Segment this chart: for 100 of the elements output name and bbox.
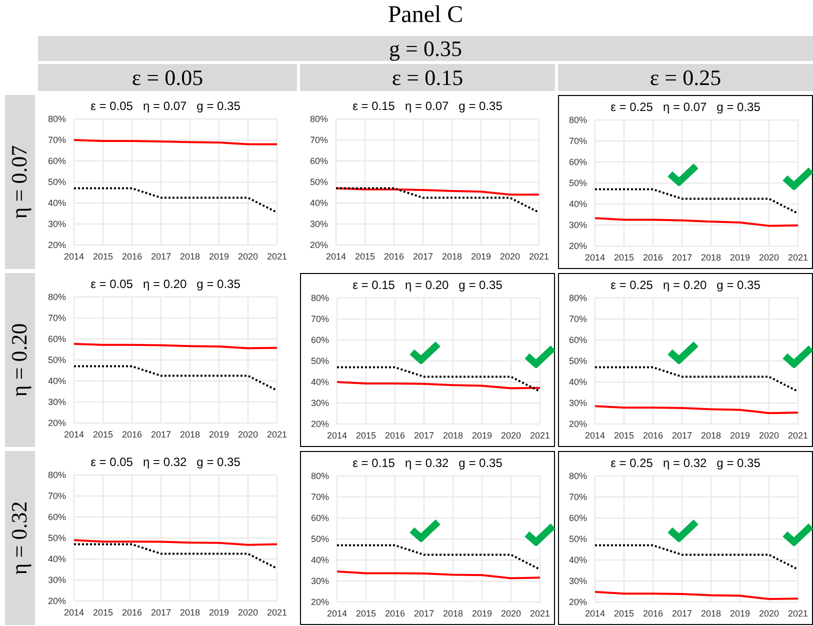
y-tick-label: 20% xyxy=(48,596,66,606)
y-tick-label: 30% xyxy=(48,397,66,408)
x-tick-label: 2014 xyxy=(64,251,84,262)
y-tick-label: 60% xyxy=(48,512,66,522)
y-tick-label: 20% xyxy=(48,240,66,250)
x-tick-label: 2016 xyxy=(384,430,406,440)
y-tick-label: 50% xyxy=(568,178,587,188)
x-tick-label: 2020 xyxy=(500,251,520,262)
y-tick-label: 50% xyxy=(310,534,329,544)
x-tick-label: 2018 xyxy=(700,608,722,618)
x-tick-label: 2014 xyxy=(584,430,606,440)
text: g = 0.35 xyxy=(38,36,813,61)
y-tick-label: 30% xyxy=(48,575,66,586)
x-tick-label: 2014 xyxy=(584,608,606,618)
y-tick-label: 50% xyxy=(310,177,328,188)
chart-title: ε = 0.15 η = 0.20 g = 0.35 xyxy=(352,278,504,292)
x-tick-label: 2019 xyxy=(472,608,492,618)
x-tick-label: 2017 xyxy=(672,430,692,440)
y-tick-label: 20% xyxy=(568,241,587,252)
x-tick-label: 2015 xyxy=(92,429,114,440)
x-tick-label: 2019 xyxy=(208,251,230,262)
text: η = 0.07 xyxy=(7,145,33,219)
y-tick-label: 40% xyxy=(310,198,328,208)
y-tick-label: 80% xyxy=(48,470,66,480)
text: ε = 0.05 xyxy=(38,64,297,91)
x-tick-label: 2017 xyxy=(672,608,692,618)
y-tick-label: 50% xyxy=(48,533,66,544)
y-tick-label: 50% xyxy=(48,177,66,188)
x-tick-label: 2016 xyxy=(384,251,404,262)
y-tick-label: 70% xyxy=(48,491,66,502)
y-tick-label: 40% xyxy=(48,198,66,208)
x-tick-label: 2014 xyxy=(326,251,346,262)
x-tick-label: 2014 xyxy=(584,252,606,262)
x-tick-label: 2015 xyxy=(614,252,634,262)
x-tick-label: 2021 xyxy=(266,429,288,440)
x-tick-label: 2016 xyxy=(642,430,664,440)
x-tick-label: 2019 xyxy=(470,251,492,262)
x-tick-label: 2021 xyxy=(528,251,550,262)
text: ε = 0.25 xyxy=(558,64,813,91)
x-tick-label: 2021 xyxy=(788,252,808,262)
x-tick-label: 2017 xyxy=(150,607,172,618)
x-tick-label: 2017 xyxy=(414,430,434,440)
y-tick-label: 80% xyxy=(48,114,66,124)
y-tick-label: 70% xyxy=(568,314,587,324)
x-tick-label: 2017 xyxy=(412,251,434,262)
y-tick-label: 60% xyxy=(568,335,587,346)
text: η = 0.20 xyxy=(7,323,33,397)
chart-title: ε = 0.25 η = 0.32 g = 0.35 xyxy=(610,456,762,470)
x-tick-label: 2019 xyxy=(730,430,750,440)
x-tick-label: 2014 xyxy=(64,607,84,618)
x-tick-label: 2015 xyxy=(356,608,376,618)
y-tick-label: 60% xyxy=(310,513,329,524)
x-tick-label: 2018 xyxy=(700,252,722,262)
x-tick-label: 2019 xyxy=(472,430,492,440)
y-tick-label: 70% xyxy=(48,135,66,146)
x-tick-label: 2018 xyxy=(180,607,200,618)
y-tick-label: 70% xyxy=(568,136,587,146)
chart-title: ε = 0.15 η = 0.07 g = 0.35 xyxy=(352,99,504,113)
y-tick-label: 40% xyxy=(568,199,587,210)
x-tick-label: 2015 xyxy=(354,251,376,262)
x-tick-label: 2016 xyxy=(642,608,664,618)
y-tick-label: 20% xyxy=(568,419,587,430)
x-tick-label: 2018 xyxy=(442,430,464,440)
x-tick-label: 2017 xyxy=(672,252,692,262)
y-tick-label: 80% xyxy=(310,471,329,482)
line-series xyxy=(337,381,540,390)
y-tick-label: 80% xyxy=(568,293,587,304)
x-tick-label: 2016 xyxy=(122,607,142,618)
x-tick-label: 2014 xyxy=(326,430,348,440)
line-series xyxy=(337,570,540,580)
chart-title: ε = 0.25 η = 0.07 g = 0.35 xyxy=(610,100,762,114)
y-tick-label: 30% xyxy=(310,576,329,586)
x-tick-label: 2021 xyxy=(788,608,808,618)
y-tick-label: 70% xyxy=(310,492,329,502)
x-tick-label: 2015 xyxy=(92,251,114,262)
x-tick-label: 2017 xyxy=(150,251,172,262)
x-tick-label: 2016 xyxy=(122,251,142,262)
y-tick-label: 50% xyxy=(48,355,66,366)
y-tick-label: 40% xyxy=(48,376,66,386)
y-tick-label: 30% xyxy=(568,576,587,586)
x-tick-label: 2015 xyxy=(92,607,114,618)
text: η = 0.32 xyxy=(7,501,33,575)
chart-title: ε = 0.15 η = 0.32 g = 0.35 xyxy=(352,456,504,470)
y-tick-label: 70% xyxy=(568,492,587,502)
line-series xyxy=(595,405,798,414)
y-tick-label: 20% xyxy=(310,240,328,250)
chart-title: ε = 0.25 η = 0.20 g = 0.35 xyxy=(610,278,762,292)
y-tick-label: 50% xyxy=(568,534,587,544)
y-tick-label: 30% xyxy=(310,219,328,230)
y-tick-label: 50% xyxy=(310,356,329,366)
y-tick-label: 20% xyxy=(310,419,329,430)
x-tick-label: 2017 xyxy=(414,608,434,618)
x-tick-label: 2015 xyxy=(614,608,634,618)
x-tick-label: 2019 xyxy=(208,607,230,618)
y-tick-label: 80% xyxy=(48,292,66,302)
y-tick-label: 40% xyxy=(310,377,329,388)
x-tick-label: 2020 xyxy=(238,251,258,262)
x-tick-label: 2020 xyxy=(758,608,780,618)
y-tick-label: 70% xyxy=(310,314,329,324)
y-tick-label: 20% xyxy=(568,597,587,608)
